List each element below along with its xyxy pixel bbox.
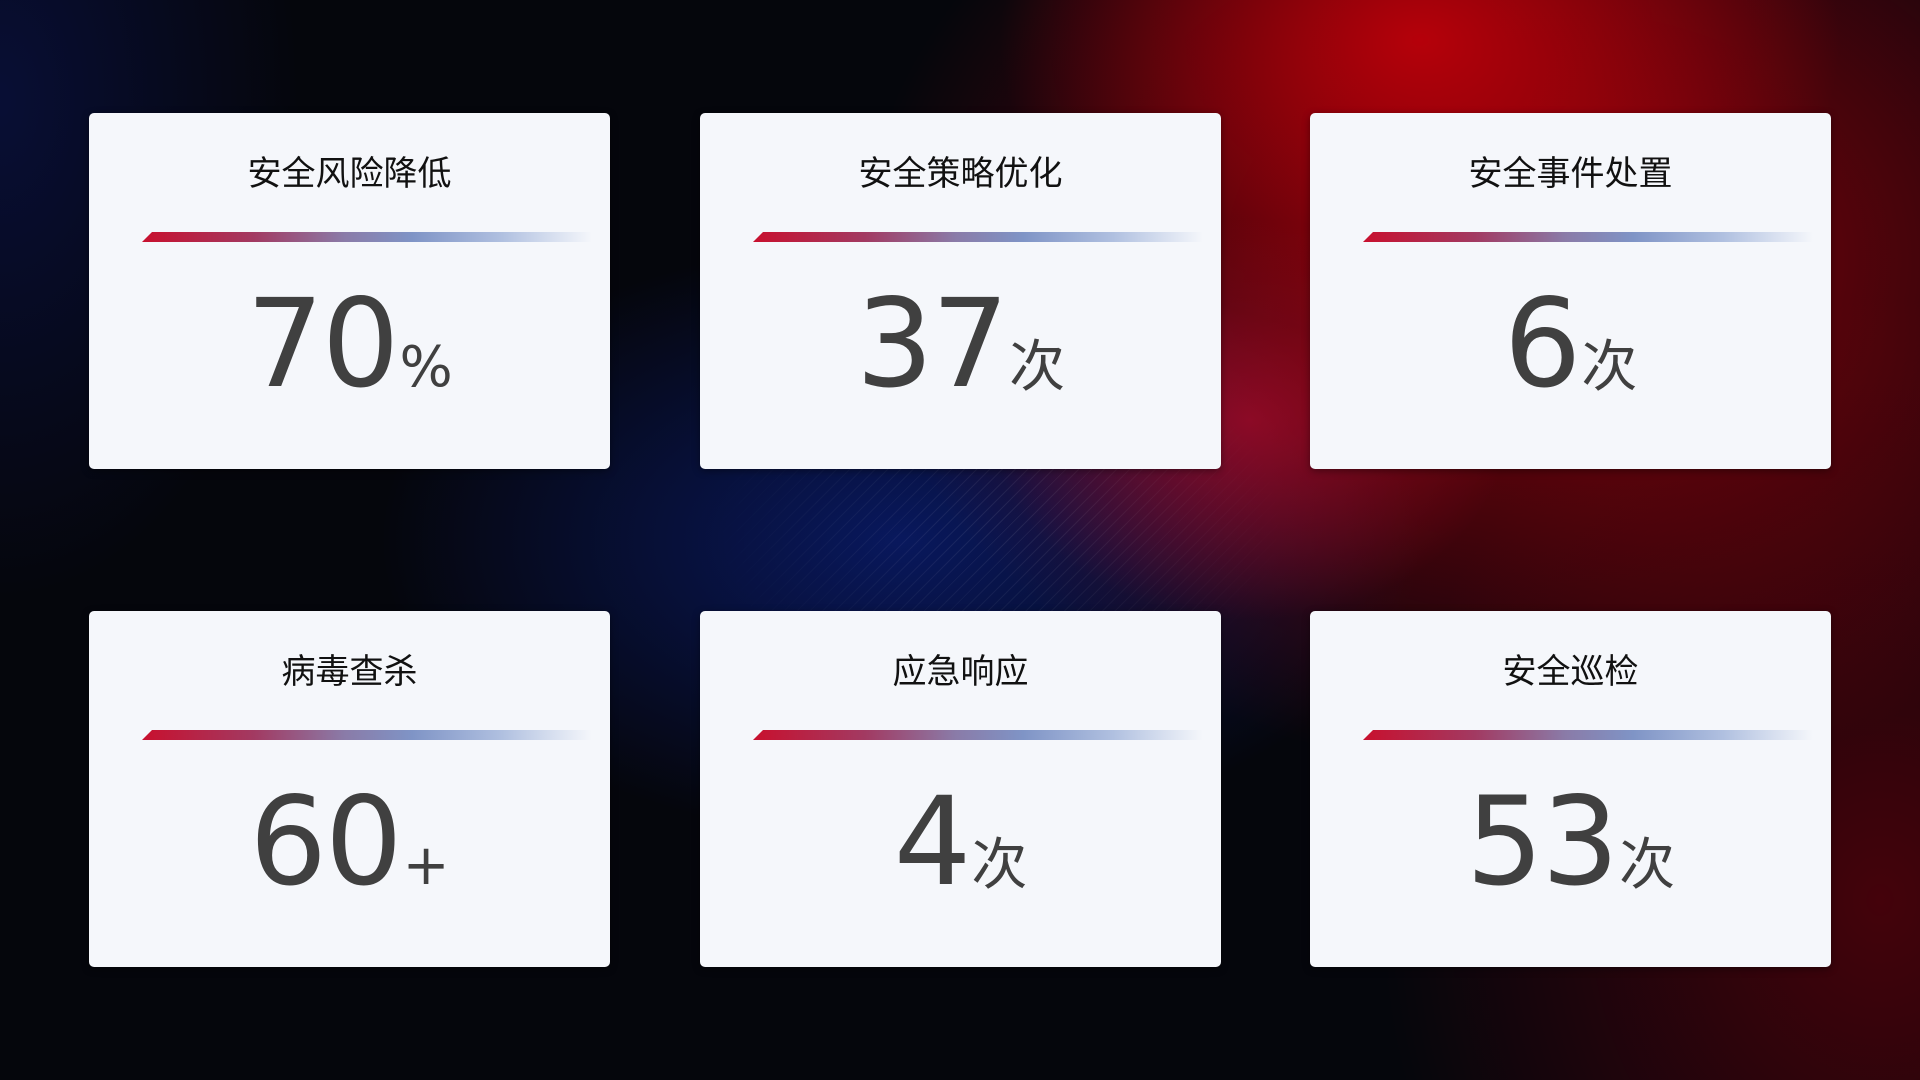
stat-card-emergency-response: 应急响应 4次: [700, 611, 1221, 967]
card-title: 安全事件处置: [1468, 154, 1673, 194]
card-value: 4次: [700, 781, 1221, 903]
value-unit: 次: [1619, 833, 1676, 898]
value-number: 53: [1465, 771, 1619, 913]
stat-card-incident-handling: 安全事件处置 6次: [1310, 113, 1831, 469]
value-unit: +: [402, 833, 450, 898]
card-value: 53次: [1310, 781, 1831, 903]
value-number: 37: [855, 273, 1009, 415]
card-value: 70%: [89, 283, 610, 405]
card-value: 6次: [1310, 283, 1831, 405]
card-title: 安全巡检: [1502, 652, 1639, 692]
value-unit: 次: [971, 833, 1028, 898]
stat-card-virus-removal: 病毒查杀 60+: [89, 611, 610, 967]
card-title: 安全风险降低: [247, 154, 452, 194]
value-unit: %: [399, 335, 453, 400]
stat-card-security-inspection: 安全巡检 53次: [1310, 611, 1831, 967]
gradient-divider: [142, 232, 592, 242]
card-title: 安全策略优化: [858, 154, 1063, 194]
gradient-divider: [753, 232, 1203, 242]
card-value: 37次: [700, 283, 1221, 405]
value-number: 60: [249, 771, 402, 913]
card-title: 病毒查杀: [281, 652, 418, 692]
value-number: 6: [1503, 273, 1582, 415]
card-value: 60+: [89, 781, 610, 903]
gradient-divider: [753, 730, 1203, 740]
value-number: 4: [893, 771, 972, 913]
value-unit: 次: [1009, 335, 1066, 400]
gradient-divider: [1363, 232, 1813, 242]
gradient-divider: [1363, 730, 1813, 740]
value-number: 70: [246, 273, 399, 415]
gradient-divider: [142, 730, 592, 740]
stat-card-risk-reduction: 安全风险降低 70%: [89, 113, 610, 469]
card-title: 应急响应: [892, 652, 1029, 692]
stat-card-policy-optimization: 安全策略优化 37次: [700, 113, 1221, 469]
value-unit: 次: [1581, 335, 1638, 400]
